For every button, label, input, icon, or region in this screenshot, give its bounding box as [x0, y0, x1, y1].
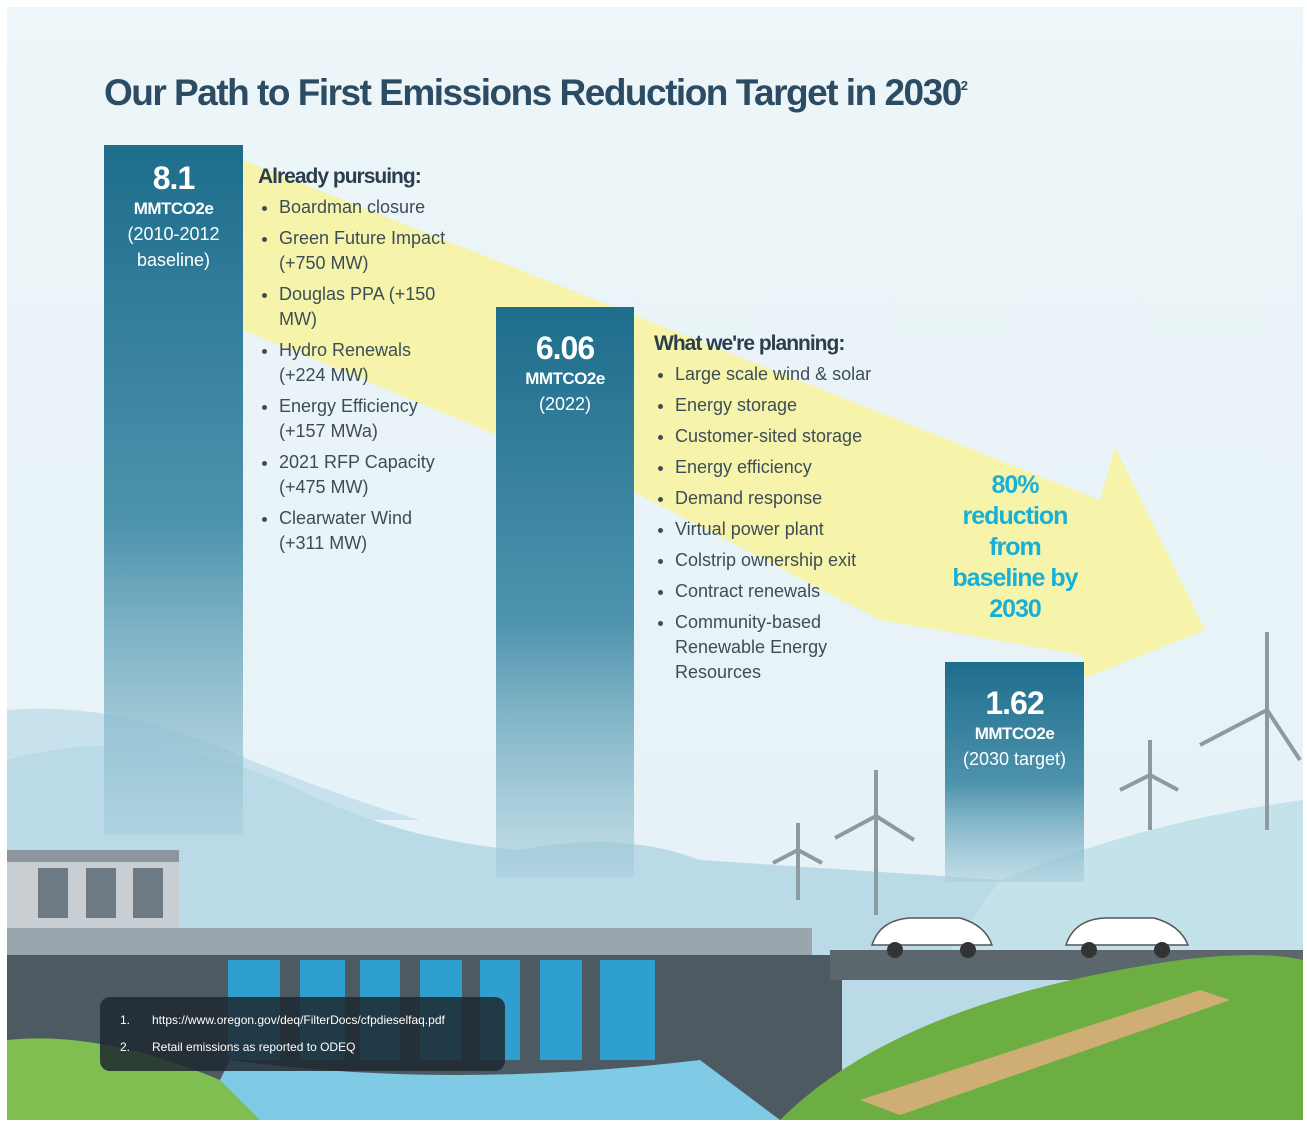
list-item: Boardman closure: [279, 195, 458, 220]
footnote-text: Retail emissions as reported to ODEQ: [152, 1040, 355, 1054]
infographic: Our Path to First Emissions Reduction Ta…: [0, 0, 1307, 1124]
title-footnote-ref: 2: [961, 78, 967, 93]
list-item: Virtual power plant: [675, 517, 914, 542]
footnote-text: https://www.oregon.gov/deq/FilterDocs/cf…: [152, 1013, 445, 1027]
list-item: Demand response: [675, 486, 914, 511]
emissions-value: 1.62: [945, 685, 1084, 722]
list-items: Boardman closure Green Future Impact (+75…: [258, 195, 458, 556]
emissions-value: 6.06: [496, 330, 634, 367]
list-items: Large scale wind & solar Energy storage Cu…: [654, 362, 914, 685]
footnotes: 1.https://www.oregon.gov/deq/FilterDocs/…: [100, 997, 505, 1071]
footnote: 1.https://www.oregon.gov/deq/FilterDocs/…: [120, 1013, 445, 1027]
footnote: 2.Retail emissions as reported to ODEQ: [120, 1040, 355, 1054]
list-heading: What we're planning:: [654, 332, 914, 356]
already-pursuing: Already pursuing: Boardman closure Green F…: [258, 165, 458, 562]
title: Our Path to First Emissions Reduction Ta…: [104, 72, 967, 114]
list-item: Douglas PPA (+150 MW): [279, 282, 458, 332]
list-item: Clearwater Wind (+311 MW): [279, 506, 458, 556]
list-item: 2021 RFP Capacity (+475 MW): [279, 450, 458, 500]
period: (2030 target): [945, 746, 1084, 772]
list-item: Energy Efficiency (+157 MWa): [279, 394, 458, 444]
footnote-number: 2.: [120, 1040, 152, 1054]
list-item: Colstrip ownership exit: [675, 548, 914, 573]
list-item: Contract renewals: [675, 579, 914, 604]
planning: What we're planning: Large scale wind & s…: [654, 332, 914, 691]
list-item: Energy efficiency: [675, 455, 914, 480]
footnote-number: 1.: [120, 1013, 152, 1027]
period: (2010-2012 baseline): [122, 221, 225, 273]
emissions-unit: MMTCO2e: [496, 369, 634, 389]
list-item: Hydro Renewals (+224 MW): [279, 338, 458, 388]
emissions-unit: MMTCO2e: [122, 199, 225, 219]
list-item: Community-based Renewable Energy Resourc…: [675, 610, 914, 685]
callout: 80% reduction from baseline by 2030: [945, 470, 1085, 625]
list-item: Large scale wind & solar: [675, 362, 914, 387]
list-item: Green Future Impact (+750 MW): [279, 226, 458, 276]
list-item: Energy storage: [675, 393, 914, 418]
list-item: Customer-sited storage: [675, 424, 914, 449]
emissions-unit: MMTCO2e: [945, 724, 1084, 744]
list-heading: Already pursuing:: [258, 165, 458, 189]
period: (2022): [496, 391, 634, 417]
emissions-value: 8.1: [122, 160, 225, 197]
